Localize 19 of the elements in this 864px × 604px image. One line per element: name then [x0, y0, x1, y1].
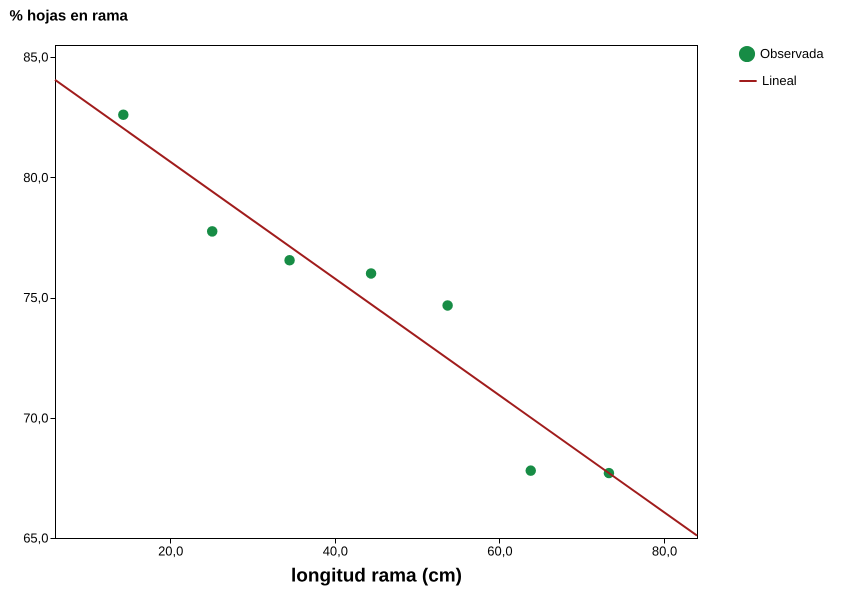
- y-tick-label: 65,0: [23, 530, 48, 546]
- legend-label: Lineal: [762, 73, 797, 88]
- y-tick-label: 70,0: [23, 410, 48, 426]
- y-tick-label: 75,0: [23, 290, 48, 306]
- x-tick-label: 20,0: [158, 544, 184, 558]
- point: [118, 110, 129, 120]
- x-tick-label: 40,0: [322, 544, 348, 558]
- y-tick-label: 85,0: [23, 50, 48, 65]
- point: [525, 465, 536, 476]
- x-tick-label: 80,0: [652, 544, 678, 558]
- legend-label: Observada: [760, 46, 824, 61]
- point: [206, 226, 218, 237]
- point: [442, 300, 453, 311]
- y-tick-label: 80,0: [23, 170, 48, 185]
- y-axis-title: % hojas en rama: [10, 8, 129, 24]
- point: [284, 255, 295, 266]
- x-tick-label: 60,0: [487, 544, 513, 558]
- point: [366, 268, 376, 279]
- x-axis-title: longitud rama (cm): [290, 566, 462, 586]
